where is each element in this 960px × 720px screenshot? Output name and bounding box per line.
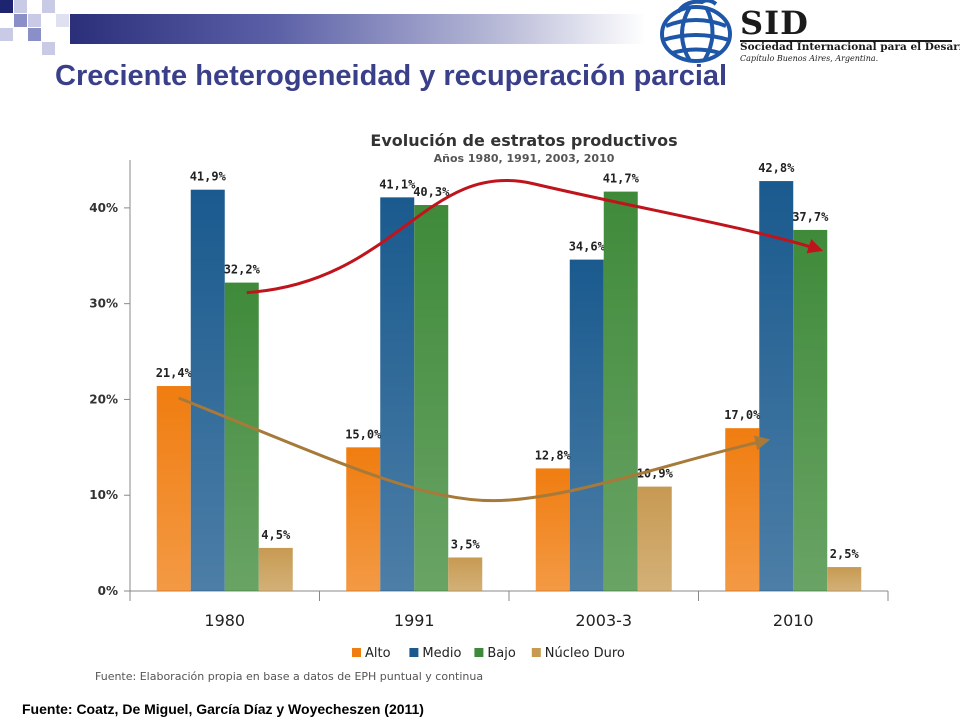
data-label: 3,5% (451, 537, 481, 551)
x-tick-label: 1991 (394, 611, 435, 630)
bar-bajo-2003-3 (603, 191, 638, 591)
bar-bajo-1980 (224, 282, 259, 591)
bar-núcleo-duro-1980 (258, 547, 293, 591)
bar-núcleo-duro-2003-3 (637, 486, 672, 591)
data-label: 42,8% (758, 161, 795, 175)
y-tick-label: 10% (89, 488, 118, 502)
bar-alto-2010 (725, 428, 760, 591)
chart-source-note: Fuente: Elaboración propia en base a dat… (95, 670, 483, 683)
data-label: 41,1% (379, 177, 416, 191)
y-tick-label: 20% (89, 392, 118, 406)
x-tick-label: 2010 (773, 611, 814, 630)
bar-núcleo-duro-2010 (827, 567, 862, 591)
data-label: 4,5% (261, 528, 291, 542)
chart-title: Evolución de estratos productivos (370, 131, 677, 150)
data-label: 41,7% (603, 172, 640, 186)
data-label: 32,2% (224, 263, 261, 277)
logo-chapter: Capítulo Buenos Aires, Argentina. (740, 54, 879, 63)
legend-label: Núcleo Duro (545, 646, 625, 661)
legend-swatch-2 (474, 648, 484, 657)
data-label: 21,4% (156, 366, 193, 380)
legend-label: Medio (422, 646, 461, 661)
logo-title: SID (740, 4, 809, 42)
legend-swatch-0 (352, 648, 361, 657)
data-label: 15,0% (345, 427, 382, 441)
data-label: 10,9% (637, 467, 674, 481)
data-label: 34,6% (569, 240, 606, 254)
data-label: 12,8% (535, 448, 572, 462)
x-tick-label: 2003-3 (575, 611, 632, 630)
data-label: 40,3% (413, 185, 450, 199)
bar-medio-1980 (190, 189, 225, 592)
bar-alto-1980 (156, 386, 191, 591)
decorative-squares (0, 0, 69, 55)
x-tick-label: 1980 (204, 611, 245, 630)
logo-subtitle: Sociedad Internacional para el Desarroll… (740, 41, 960, 53)
trend-arrow-alto (178, 396, 771, 503)
trend-arrow-bajo (246, 178, 824, 295)
data-label: 37,7% (792, 210, 829, 224)
chart-subtitle: Años 1980, 1991, 2003, 2010 (434, 152, 615, 165)
legend-label: Bajo (487, 646, 515, 661)
bar-medio-2010 (759, 181, 794, 591)
bar-bajo-1991 (414, 205, 449, 591)
y-tick-label: 40% (89, 201, 118, 215)
page-title: Creciente heterogeneidad y recuperación … (55, 60, 728, 92)
bar-bajo-2010 (793, 229, 828, 591)
legend-swatch-3 (531, 648, 541, 657)
header-gradient-bar (70, 14, 646, 44)
legend-label: Alto (365, 646, 391, 661)
y-tick-label: 30% (89, 297, 118, 311)
bar-núcleo-duro-1991 (448, 557, 483, 591)
data-label: 41,9% (190, 170, 227, 184)
footer-source: Fuente: Coatz, De Miguel, García Díaz y … (22, 701, 424, 717)
bar-medio-2003-3 (569, 259, 604, 591)
sid-globe-icon (660, 0, 952, 63)
data-label: 17,0% (724, 408, 761, 422)
bar-medio-1991 (380, 197, 415, 591)
y-tick-label: 0% (98, 584, 118, 598)
legend-swatch-1 (409, 648, 419, 657)
data-label: 2,5% (830, 547, 860, 561)
bar-alto-2003-3 (535, 468, 570, 591)
bar-alto-1991 (346, 447, 381, 591)
